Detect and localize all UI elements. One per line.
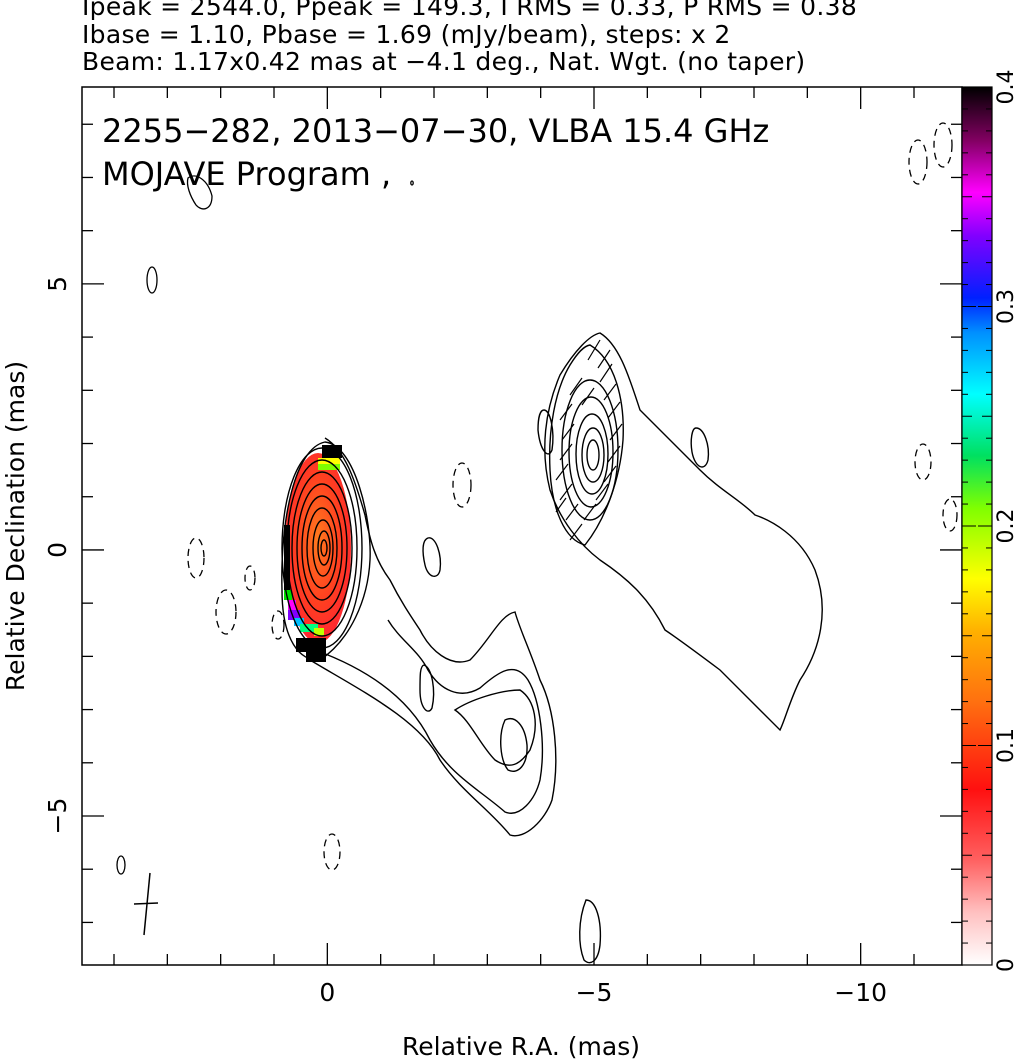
header-base-levels: Ibase = 1.10, Pbase = 1.69 (mJy/beam), s…	[82, 20, 731, 49]
y-tick-label: −5	[43, 798, 72, 835]
y-tick-label: 0	[43, 542, 72, 558]
colorbar-tick-label: 0	[994, 958, 1019, 972]
y-axis-label: Relative Declination (mas)	[1, 361, 30, 691]
x-tick-label: −5	[576, 978, 613, 1007]
core-contours	[281, 441, 371, 661]
knot-contours	[537, 332, 823, 964]
header-beam: Beam: 1.17x0.42 mas at −4.1 deg., Nat. W…	[82, 47, 806, 76]
x-tick-label: 0	[319, 978, 335, 1007]
x-tick-label: −10	[834, 978, 887, 1007]
colorbar-tick-label: 0.1	[994, 728, 1019, 763]
header-peaks: Ipeak = 2544.0, Ppeak = 149.3, I RMS = 0…	[82, 0, 858, 21]
noise-contours	[116, 175, 414, 875]
map-title: 2255−282, 2013−07−30, VLBA 15.4 GHz	[102, 112, 769, 150]
y-tick-label: 5	[43, 276, 72, 292]
negative-contours	[187, 122, 958, 871]
x-axis-label: Relative R.A. (mas)	[402, 1032, 640, 1061]
jet-contours	[309, 437, 557, 837]
plot-frame	[81, 86, 963, 966]
map-subtitle: MOJAVE Program ,	[102, 155, 391, 193]
knot-polarization-vectors	[555, 339, 623, 541]
colorbar-ticks: 0 0.1 0.2 0.3 0.4	[962, 70, 1019, 972]
colorbar-tick-label: 0.2	[994, 509, 1019, 544]
colorbar-tick-label: 0.4	[994, 70, 1019, 105]
beam-marker	[133, 872, 159, 936]
axis-ticks: 0 −5 −10 5 0 −5	[43, 87, 962, 1007]
colorbar-tick-label: 0.3	[994, 289, 1019, 324]
